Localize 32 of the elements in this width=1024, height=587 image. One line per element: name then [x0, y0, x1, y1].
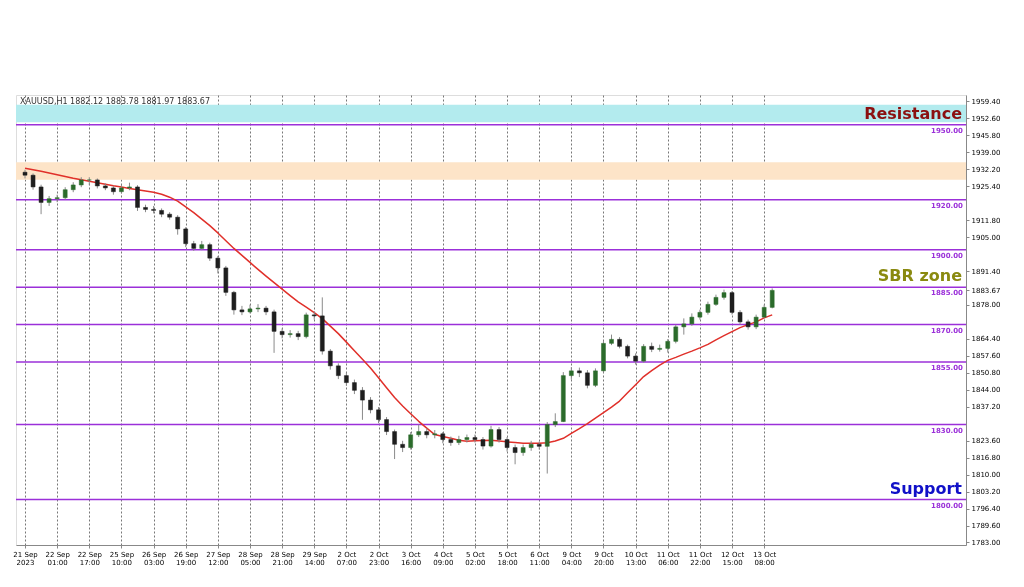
candlestick	[287, 329, 293, 339]
candlestick	[255, 303, 261, 313]
candlestick	[488, 425, 494, 449]
candlestick	[38, 184, 44, 215]
candlestick	[135, 184, 140, 212]
candlestick	[183, 226, 188, 248]
candlestick	[520, 444, 526, 457]
candlestick	[271, 309, 277, 354]
candlestick	[673, 324, 679, 344]
candlestick	[303, 312, 309, 339]
candlestick	[360, 386, 365, 421]
annotation: Resistance	[864, 103, 963, 123]
candlestick	[585, 369, 590, 389]
candlestick	[328, 348, 333, 371]
candlestick	[641, 343, 646, 364]
candlestick	[472, 434, 478, 444]
candlestick	[175, 214, 180, 236]
annotation: XAUUSD,H1 1882.12 1883.78 1881.97 1883.67	[20, 97, 211, 106]
annotation: Support	[889, 478, 963, 498]
candlestick	[512, 444, 518, 465]
candlestick	[46, 195, 52, 207]
candlestick	[544, 421, 550, 475]
annotation: SBR zone	[877, 266, 963, 286]
candlestick	[464, 434, 470, 444]
candlestick	[239, 305, 245, 316]
candlestick	[593, 367, 598, 388]
candlestick	[279, 327, 285, 339]
candlestick	[392, 429, 397, 460]
candlestick	[456, 435, 462, 446]
candlestick	[207, 242, 213, 262]
candlestick	[729, 290, 735, 316]
candlestick	[231, 290, 237, 316]
